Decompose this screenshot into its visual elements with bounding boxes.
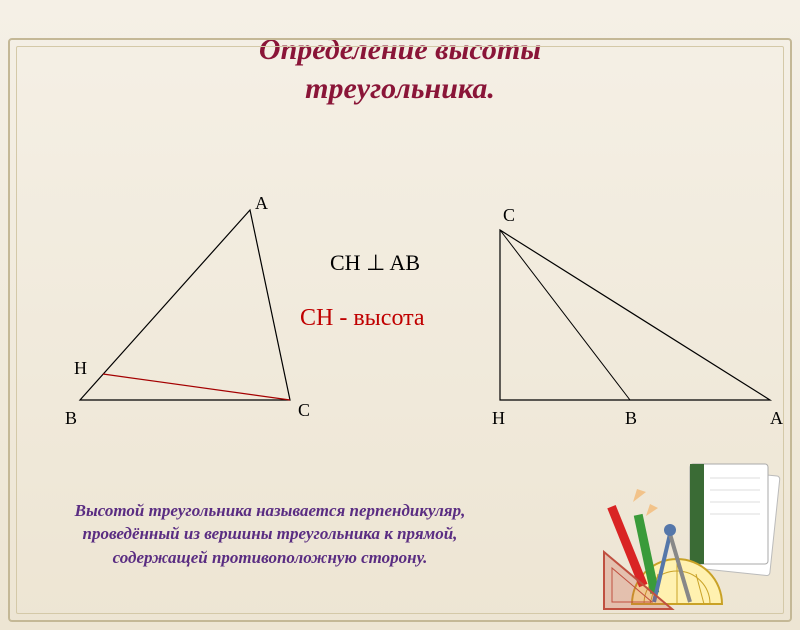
- school-supplies-icon: [602, 444, 782, 614]
- tri2-label-B: B: [625, 408, 637, 429]
- tri2-label-H: H: [492, 408, 505, 429]
- tri1-label-H: H: [74, 358, 87, 379]
- tri1-label-A: A: [255, 193, 268, 214]
- tri1-outline: [80, 210, 290, 400]
- triangle-right: [450, 210, 790, 440]
- formula-perp-ab: AB: [390, 250, 421, 275]
- diagram-area: A H B C CH ⊥ AB CH - высота C H B A: [30, 190, 770, 470]
- tri2-outline: [500, 230, 770, 400]
- triangle-left: [60, 200, 320, 430]
- tri1-label-B: B: [65, 408, 77, 429]
- tri1-altitude: [103, 374, 290, 400]
- tri2-inner-line: [500, 230, 630, 400]
- tri1-label-C: C: [298, 400, 310, 421]
- tri2-label-A: A: [770, 408, 783, 429]
- definition-text: Высотой треугольника называется перпенди…: [60, 499, 480, 570]
- perp-symbol: ⊥: [361, 250, 390, 275]
- tri2-label-C: C: [503, 205, 515, 226]
- formula-perp: CH ⊥ AB: [330, 250, 420, 276]
- formula-perp-ch: CH: [330, 250, 361, 275]
- formula-highlight: CH - высота: [300, 305, 425, 332]
